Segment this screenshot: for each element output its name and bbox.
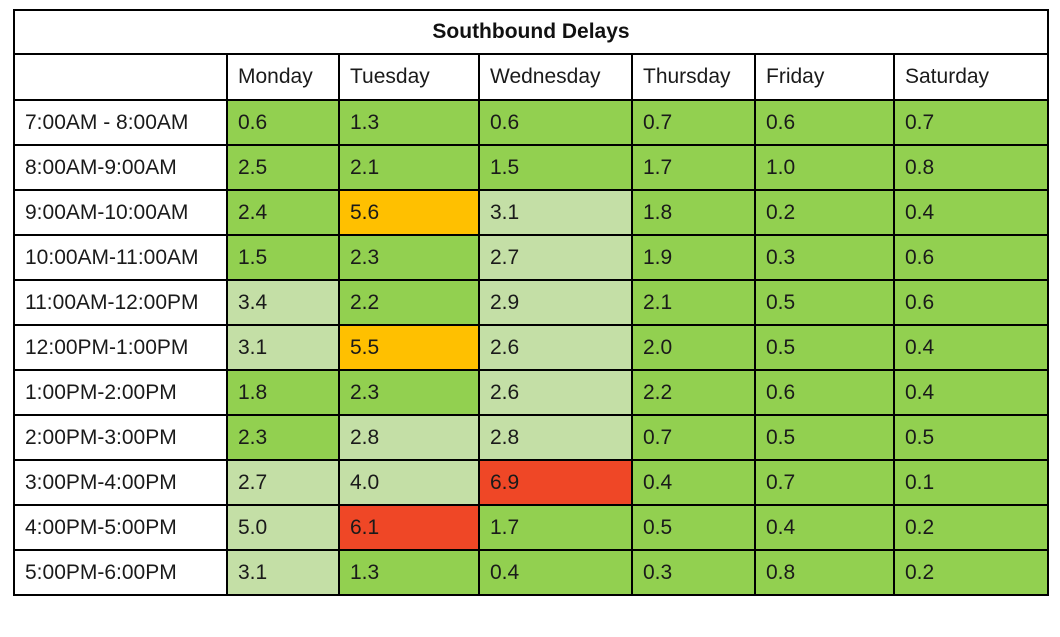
delay-value-cell: 0.4 xyxy=(478,549,633,596)
day-header: Thursday xyxy=(631,53,756,101)
delay-value-cell: 0.7 xyxy=(754,459,895,506)
delay-value-cell: 0.4 xyxy=(893,324,1049,371)
time-slot-cell: 2:00PM-3:00PM xyxy=(13,414,228,461)
delay-value-cell: 1.5 xyxy=(478,144,633,191)
corner-cell xyxy=(13,53,228,101)
delay-value-cell: 2.5 xyxy=(226,144,340,191)
delay-value-cell: 0.7 xyxy=(893,99,1049,146)
delay-value-cell: 1.8 xyxy=(226,369,340,416)
table-row: 7:00AM - 8:00AM 0.6 1.3 0.6 0.7 0.6 0.7 xyxy=(13,99,1049,146)
delay-value-cell: 1.7 xyxy=(631,144,756,191)
delay-value-cell: 2.8 xyxy=(478,414,633,461)
delay-value-cell: 2.1 xyxy=(631,279,756,326)
delay-value-cell: 1.5 xyxy=(226,234,340,281)
delay-value-cell: 0.6 xyxy=(478,99,633,146)
delay-value-cell: 2.6 xyxy=(478,369,633,416)
table-row: 8:00AM-9:00AM 2.5 2.1 1.5 1.7 1.0 0.8 xyxy=(13,144,1049,191)
time-slot-cell: 10:00AM-11:00AM xyxy=(13,234,228,281)
delay-value-cell: 2.3 xyxy=(338,234,480,281)
delay-value-cell: 2.9 xyxy=(478,279,633,326)
delay-value-cell: 2.3 xyxy=(226,414,340,461)
delay-value-cell: 0.5 xyxy=(631,504,756,551)
delay-value-cell: 0.2 xyxy=(893,549,1049,596)
delay-value-cell: 0.4 xyxy=(631,459,756,506)
delay-value-cell: 2.8 xyxy=(338,414,480,461)
delay-value-cell: 2.6 xyxy=(478,324,633,371)
delay-value-cell: 1.7 xyxy=(478,504,633,551)
delay-value-cell: 0.5 xyxy=(754,324,895,371)
delay-value-cell: 0.4 xyxy=(893,369,1049,416)
table-row: 4:00PM-5:00PM 5.0 6.1 1.7 0.5 0.4 0.2 xyxy=(13,504,1049,551)
header-row: Monday Tuesday Wednesday Thursday Friday… xyxy=(13,53,1049,101)
delay-value-cell: 0.6 xyxy=(893,234,1049,281)
delay-value-cell: 0.5 xyxy=(754,414,895,461)
delay-value-cell: 0.3 xyxy=(754,234,895,281)
delay-value-cell: 2.1 xyxy=(338,144,480,191)
delay-value-cell: 2.2 xyxy=(631,369,756,416)
delay-value-cell: 0.5 xyxy=(893,414,1049,461)
delay-value-cell: 0.3 xyxy=(631,549,756,596)
delay-value-cell: 0.4 xyxy=(754,504,895,551)
delay-value-cell: 2.7 xyxy=(478,234,633,281)
table-row: 2:00PM-3:00PM 2.3 2.8 2.8 0.7 0.5 0.5 xyxy=(13,414,1049,461)
time-slot-cell: 3:00PM-4:00PM xyxy=(13,459,228,506)
delay-value-cell: 6.1 xyxy=(338,504,480,551)
delay-value-cell: 0.7 xyxy=(631,414,756,461)
time-slot-cell: 4:00PM-5:00PM xyxy=(13,504,228,551)
day-header: Friday xyxy=(754,53,895,101)
delay-value-cell: 5.6 xyxy=(338,189,480,236)
day-header: Wednesday xyxy=(478,53,633,101)
time-slot-cell: 8:00AM-9:00AM xyxy=(13,144,228,191)
table-row: 10:00AM-11:00AM 1.5 2.3 2.7 1.9 0.3 0.6 xyxy=(13,234,1049,281)
delay-value-cell: 4.0 xyxy=(338,459,480,506)
day-header: Saturday xyxy=(893,53,1049,101)
day-header: Monday xyxy=(226,53,340,101)
delay-value-cell: 2.4 xyxy=(226,189,340,236)
table-row: 11:00AM-12:00PM 3.4 2.2 2.9 2.1 0.5 0.6 xyxy=(13,279,1049,326)
delay-value-cell: 5.0 xyxy=(226,504,340,551)
delay-value-cell: 1.3 xyxy=(338,549,480,596)
table-row: 12:00PM-1:00PM 3.1 5.5 2.6 2.0 0.5 0.4 xyxy=(13,324,1049,371)
table-body: 7:00AM - 8:00AM 0.6 1.3 0.6 0.7 0.6 0.7 8:00AM-… xyxy=(13,99,1049,596)
table-row: 9:00AM-10:00AM 2.4 5.6 3.1 1.8 0.2 0.4 xyxy=(13,189,1049,236)
delay-value-cell: 0.2 xyxy=(893,504,1049,551)
delay-value-cell: 3.1 xyxy=(226,324,340,371)
delay-value-cell: 2.0 xyxy=(631,324,756,371)
delay-value-cell: 1.9 xyxy=(631,234,756,281)
table-title: Southbound Delays xyxy=(13,9,1049,55)
delay-value-cell: 2.3 xyxy=(338,369,480,416)
delay-value-cell: 0.6 xyxy=(754,369,895,416)
time-slot-cell: 1:00PM-2:00PM xyxy=(13,369,228,416)
delay-value-cell: 1.0 xyxy=(754,144,895,191)
table-row: 1:00PM-2:00PM 1.8 2.3 2.6 2.2 0.6 0.4 xyxy=(13,369,1049,416)
delay-value-cell: 0.4 xyxy=(893,189,1049,236)
delay-value-cell: 5.5 xyxy=(338,324,480,371)
delay-value-cell: 0.6 xyxy=(226,99,340,146)
delay-value-cell: 0.5 xyxy=(754,279,895,326)
delay-value-cell: 2.7 xyxy=(226,459,340,506)
delay-value-cell: 0.8 xyxy=(754,549,895,596)
delay-value-cell: 6.9 xyxy=(478,459,633,506)
delay-value-cell: 1.8 xyxy=(631,189,756,236)
delay-value-cell: 0.6 xyxy=(893,279,1049,326)
delay-value-cell: 0.2 xyxy=(754,189,895,236)
time-slot-cell: 9:00AM-10:00AM xyxy=(13,189,228,236)
delay-value-cell: 3.1 xyxy=(478,189,633,236)
delay-value-cell: 1.3 xyxy=(338,99,480,146)
time-slot-cell: 5:00PM-6:00PM xyxy=(13,549,228,596)
delay-value-cell: 2.2 xyxy=(338,279,480,326)
delay-value-cell: 0.7 xyxy=(631,99,756,146)
time-slot-cell: 7:00AM - 8:00AM xyxy=(13,99,228,146)
delay-value-cell: 3.4 xyxy=(226,279,340,326)
delay-value-cell: 3.1 xyxy=(226,549,340,596)
table-row: 3:00PM-4:00PM 2.7 4.0 6.9 0.4 0.7 0.1 xyxy=(13,459,1049,506)
delay-value-cell: 0.6 xyxy=(754,99,895,146)
time-slot-cell: 12:00PM-1:00PM xyxy=(13,324,228,371)
time-slot-cell: 11:00AM-12:00PM xyxy=(13,279,228,326)
delay-value-cell: 0.8 xyxy=(893,144,1049,191)
southbound-delays-table: Southbound Delays Monday Tuesday Wednesd… xyxy=(13,9,1049,596)
table-row: 5:00PM-6:00PM 3.1 1.3 0.4 0.3 0.8 0.2 xyxy=(13,549,1049,596)
delay-value-cell: 0.1 xyxy=(893,459,1049,506)
day-header: Tuesday xyxy=(338,53,480,101)
